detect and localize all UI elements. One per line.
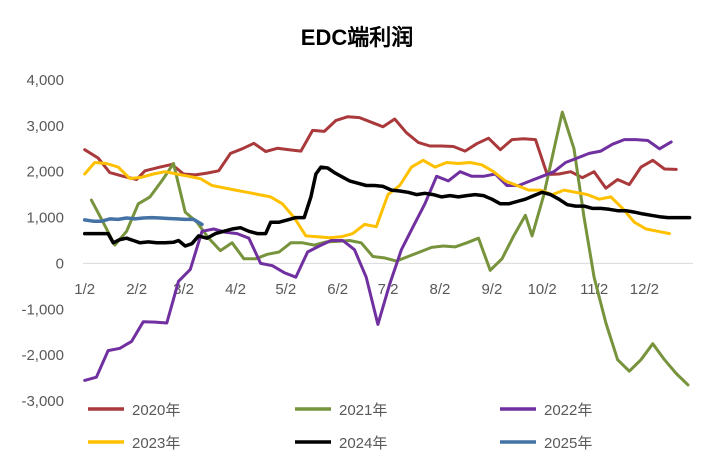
- y-tick-label: -2,000: [21, 347, 64, 364]
- y-tick-label: -1,000: [21, 301, 64, 318]
- x-tick-label: 11/2: [580, 281, 608, 298]
- y-tick-label: 0: [56, 255, 64, 272]
- y-tick-label: 1,000: [26, 210, 64, 227]
- x-tick-label: 2/2: [126, 281, 147, 298]
- legend-label: 2023年: [132, 435, 180, 452]
- y-tick-label: -3,000: [21, 393, 64, 410]
- legend-label: 2020年: [132, 402, 180, 419]
- x-tick-label: 5/2: [275, 281, 296, 298]
- y-tick-label: 4,000: [26, 72, 64, 89]
- y-tick-label: 2,000: [26, 164, 64, 181]
- series-line-2023: [83, 158, 671, 240]
- y-axis: 4,000 3,000 2,000 1,000 0 -1,000 -2,000 -3,000: [21, 72, 64, 410]
- x-tick-label: 6/2: [327, 281, 348, 298]
- x-tick-label: 10/2: [528, 281, 557, 298]
- x-tick-label: 8/2: [430, 281, 451, 298]
- x-tick-label: 12/2: [630, 281, 659, 298]
- x-tick-label: 9/2: [481, 281, 502, 298]
- x-tick-label: 1/2: [74, 281, 95, 298]
- legend-label: 2024年: [339, 435, 387, 452]
- legend-label: 2022年: [544, 402, 592, 419]
- series-line-2025: [82, 215, 204, 227]
- series-line-2024: [82, 165, 692, 248]
- series-line-2022: [83, 138, 673, 382]
- chart-title: EDC端利润: [301, 25, 413, 50]
- legend-label: 2021年: [339, 402, 387, 419]
- series-layer: [82, 110, 692, 387]
- x-tick-label: 4/2: [225, 281, 246, 298]
- legend-label: 2025年: [544, 435, 592, 452]
- y-tick-label: 3,000: [26, 118, 64, 135]
- legend: 2020年 2021年 2022年 2023年 2024年 2025年: [88, 402, 592, 452]
